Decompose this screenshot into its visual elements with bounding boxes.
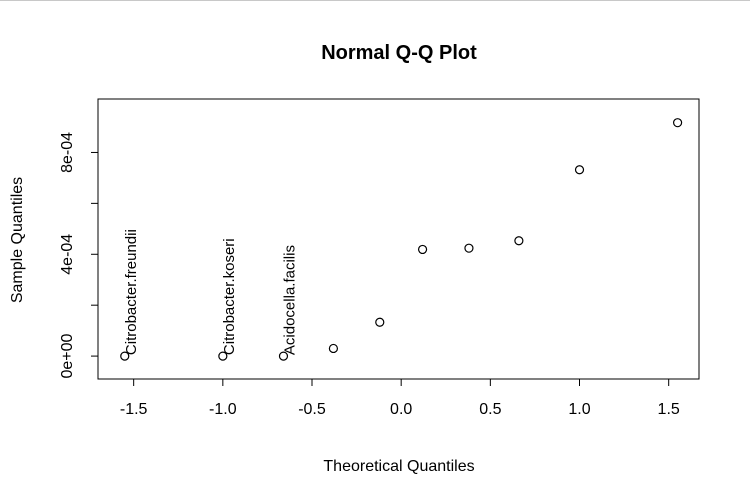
data-point: [278, 351, 289, 361]
point-annotations: Citrobacter.freundii Citrobacter.koseri Ac…: [123, 229, 299, 355]
data-point: [672, 118, 683, 128]
y-axis: 0e+00 4e-04 8e-04: [59, 132, 99, 379]
data-point: [375, 317, 385, 327]
x-tick-label: 0.0: [390, 401, 412, 418]
x-tick-label: -1.0: [209, 401, 237, 418]
y-tick-label: 0e+00: [59, 334, 76, 379]
point-annotation: Citrobacter.freundii: [123, 229, 140, 355]
x-tick-label: -0.5: [298, 401, 326, 418]
x-tick-label: -1.5: [120, 401, 148, 418]
data-point: [574, 165, 585, 175]
data-point: [417, 244, 428, 255]
point-annotation: Citrobacter.koseri: [221, 238, 238, 355]
data-point: [218, 351, 228, 361]
x-axis-label: Theoretical Quantiles: [323, 458, 474, 475]
plot-frame: [97, 98, 700, 380]
data-points: [120, 118, 683, 361]
data-point: [120, 351, 130, 361]
y-tick-label: 8e-04: [59, 132, 76, 173]
y-tick-label: 4e-04: [59, 234, 76, 275]
x-tick-label: 1.0: [568, 401, 590, 418]
chart-title: Normal Q-Q Plot: [321, 42, 477, 64]
data-point: [464, 243, 474, 253]
data-point: [328, 343, 339, 354]
window-top-border: [0, 0, 750, 1]
x-axis: -1.5 -1.0 -0.5 0.0 0.5 1.0 1.5: [120, 378, 680, 418]
y-axis-label: Sample Quantiles: [9, 177, 26, 303]
x-tick-label: 1.5: [658, 401, 680, 418]
point-annotation: Acidocella.facilis: [281, 245, 298, 355]
x-tick-label: 0.5: [479, 401, 501, 418]
data-point: [514, 236, 524, 246]
